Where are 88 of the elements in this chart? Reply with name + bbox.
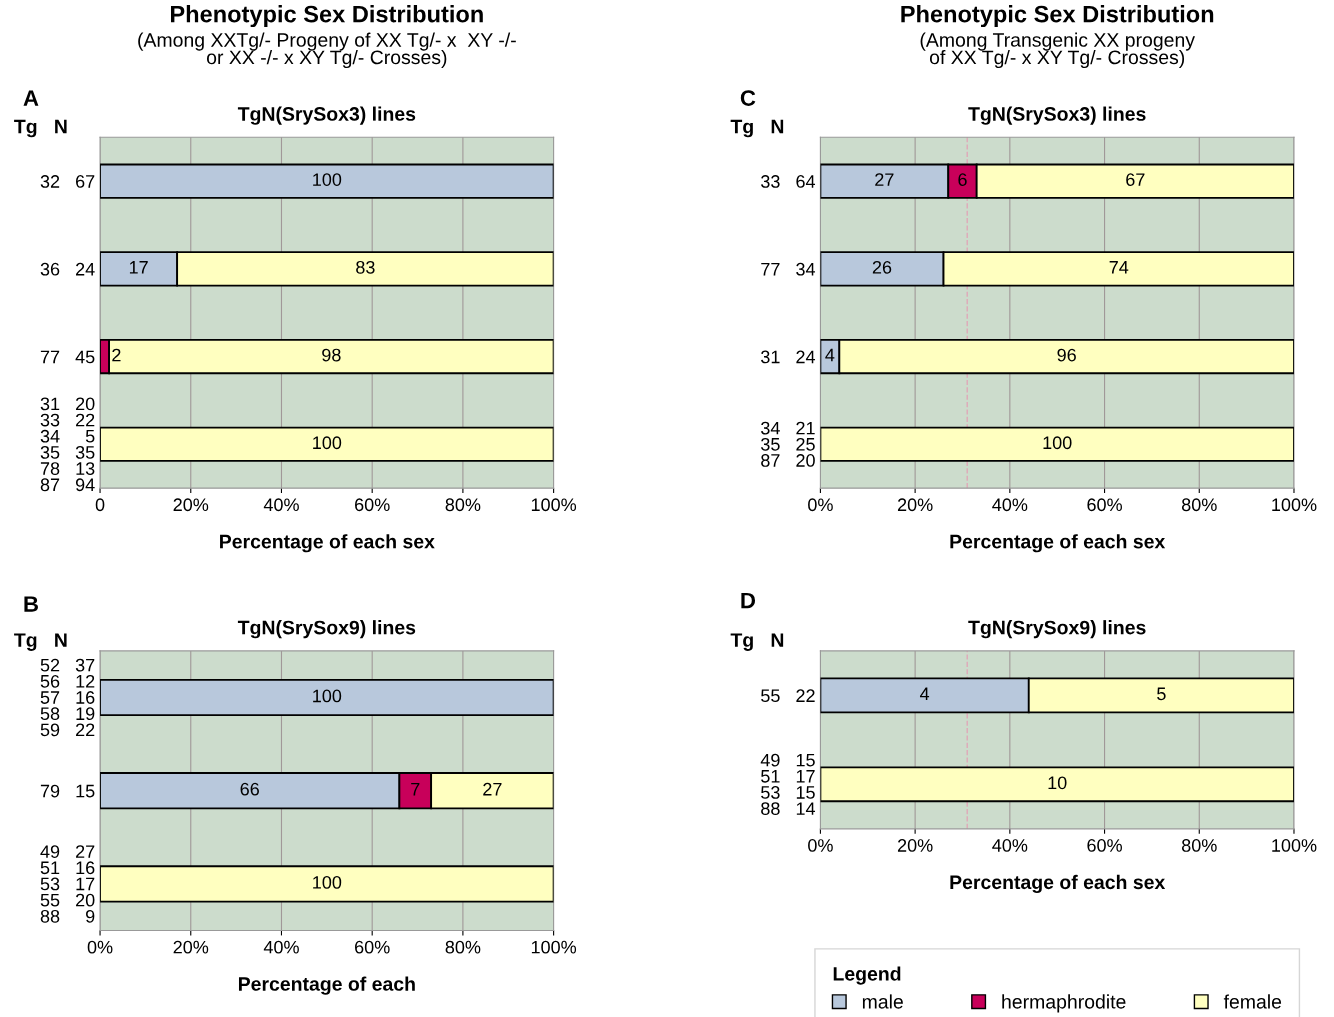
x-tick-label: 20% [897,839,933,852]
annotation: 5 [1157,687,1166,701]
x-tick-label: 60% [1087,839,1122,852]
x-tick-label: 20% [173,498,209,512]
x-tick-label: 100% [1272,498,1317,512]
y-tick-label: 49 27 51 16 53 17 55 20 88 9 [40,845,95,923]
chart-title: Phenotypic Sex Distribution [901,5,1214,28]
x-tick-label: 40% [263,940,299,954]
annotation: 4 [919,687,930,701]
data-label: 98 [322,348,341,362]
y-tick-label: 77 45 [40,350,95,364]
data-label: 26 [872,260,892,274]
data-label: 100 [313,689,342,703]
data-label: 74 [1109,261,1129,274]
legend-title: Legend [833,966,901,985]
data-label: 2 [112,348,121,362]
text: C [740,90,756,106]
x-tick-label: 60% [355,940,390,954]
x-tick-label: 80% [445,498,481,512]
x-tick-label: 0 [95,498,105,512]
x-tick-label: 80% [1181,839,1217,852]
y-axis-title: Tg N [730,633,784,651]
y-tick-label: 77 34 [761,262,816,276]
x-tick-label: 40% [263,498,299,512]
y-tick-label: 36 24 [40,262,95,276]
data-label: 67 [1126,173,1145,186]
chart-subtitle: (Among XXTg/- Progeny of XX Tg/- x XY -/- or XX -/- x XY Tg/- Crosses) [138,32,516,69]
x-tick-label: 60% [1087,498,1122,512]
bar [100,678,554,717]
bar [100,865,554,903]
x-tick-label: 0% [808,498,833,512]
data-label: 100 [313,436,342,450]
x-tick-label: 100% [1272,839,1317,852]
data-label: 100 [313,876,342,889]
x-tick-label: 40% [992,839,1028,852]
text: B [24,596,38,612]
text: TgN(SrySox3) lines [237,106,416,125]
y-tick-label: 31 24 [761,350,816,364]
data-label: 4 [825,348,835,362]
text: A [23,90,39,106]
chart-title: TgN(SrySox9) lines [237,620,416,639]
x-axis-title: Percentage of each sex [950,874,1166,894]
x-tick-label: 100% [531,940,577,954]
x-tick-label: 0% [87,940,113,954]
x-tick-label: 80% [1181,498,1217,512]
bar [820,426,1294,462]
data-label: 100 [313,173,342,186]
data-label: 100 [1043,436,1072,450]
x-tick-label: 20% [173,940,209,954]
x-tick-label: 100% [531,498,577,512]
y-tick-label: 31 20 33 22 34 5 35 35 78 13 87 94 [40,397,95,492]
data-label: 96 [1057,348,1076,362]
legend-label: hermaphrodite [1002,994,1126,1013]
x-tick-label: 0% [808,839,833,852]
x-tick-label: 20% [897,498,933,512]
text: TgN(SrySox3) lines [968,106,1146,125]
y-tick-label: 79 15 [40,784,95,798]
chart-subtitle: (Among Transgenic XX progeny of XX Tg/- x XY Tg/- Crosses) [920,32,1195,69]
x-tick-label: 40% [992,498,1028,512]
y-tick-label: 34 21 35 25 87 20 [761,421,815,467]
text: D [741,592,756,609]
x-tick-label: 80% [445,940,481,954]
y-tick-label: 32 67 [40,175,95,188]
x-axis-title: Percentage of each [238,976,415,995]
y-tick-label: 52 37 56 12 57 16 58 19 59 22 [40,658,95,737]
data-label: 27 [875,173,894,186]
y-tick-label: 49 15 51 17 53 15 88 14 [760,753,816,816]
data-label: 66 [240,782,259,796]
x-axis-title: Percentage of each sex [950,534,1166,553]
data-label: 7 [411,782,420,796]
y-axis-title: Tg N [14,633,67,651]
data-label: 27 [483,782,502,796]
chart-title: Phenotypic Sex Distribution [170,5,483,28]
y-tick-label: 33 64 [761,175,816,188]
y-tick-label: 55 22 [761,689,815,703]
x-tick-label: 60% [355,498,390,512]
legend-label: female [1223,994,1282,1009]
x-axis-title: Percentage of each sex [220,534,435,553]
annotation: 10 [1048,776,1067,790]
legend-label: male [862,994,903,1009]
y-axis-title: Tg N [730,119,784,138]
data-label: 6 [958,173,967,186]
chart-title: TgN(SrySox9) lines [968,620,1146,639]
bar [100,426,554,462]
data-label: 83 [356,260,375,274]
bar [100,163,554,199]
data-label: 17 [129,261,148,274]
y-axis-title: Tg N [14,119,67,138]
